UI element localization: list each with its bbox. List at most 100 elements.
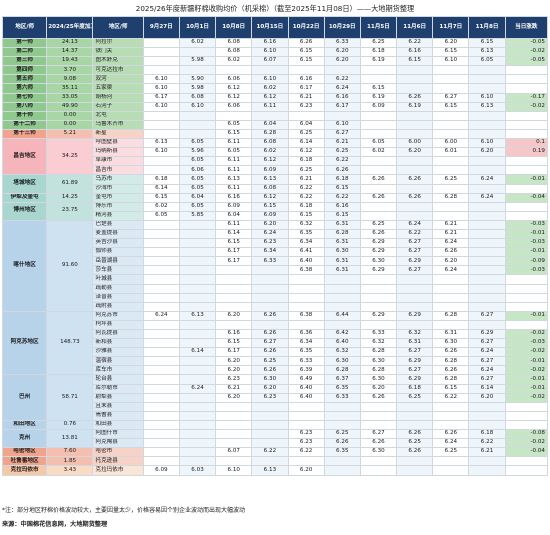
header-row: 地区/师 2024/25年度加工量（万吨） 地区/师 9月27日 10月1日 1… [1,16,549,39]
price-cell: 6.24 [251,228,289,240]
price-cell: 6.20 [359,383,398,394]
price-cell: 6.16 [396,47,434,58]
change-cell [504,128,549,140]
capacity-cell: 14.37 [46,47,94,58]
price-cell [178,401,217,412]
price-cell [178,110,217,121]
capacity-cell: 5.21 [46,128,94,140]
region-cell: 哈密地区 [1,447,48,458]
price-cell [468,74,506,85]
price-cell: 6.12 [287,147,325,158]
price-cell: 6.28 [432,310,470,321]
change-cell: -0.04 [504,447,549,458]
price-cell: 6.05 [178,174,217,185]
price-cell [251,456,289,467]
price-cell [432,83,470,94]
change-cell: -0.02 [504,328,549,340]
price-cell: 6.27 [359,429,398,440]
price-cell [287,283,325,294]
price-cell [142,374,180,385]
table-row: 阿瓦提县 6.16 6.26 6.36 6.42 6.33 6.32 6.31 6.29 -0.0… [3,328,549,340]
price-cell: 6.17 [215,256,253,267]
price-cell [142,401,180,412]
price-cell: 6.30 [359,374,398,385]
county-cell: 新和县 [92,338,144,349]
price-cell: 6.22 [396,37,434,49]
change-cell: -0.02 [504,392,549,403]
table-row: 且末县 [3,401,549,412]
county-cell: 泽普县 [92,292,144,303]
price-cell: 6.05 [359,138,398,149]
change-cell [504,65,549,76]
price-cell: 6.35 [323,447,361,458]
price-cell [178,410,217,421]
county-cell: 北屯 [92,110,144,121]
price-cell: 6.24 [323,83,361,94]
table-row: 第十三师 5.21 新星 6.15 6.28 6.25 6.27 [1,128,549,140]
price-cell: 6.38 [287,310,325,321]
price-cell [432,128,470,140]
price-cell: 6.25 [323,429,361,440]
price-cell: 6.26 [323,165,361,176]
header-date: 10月15日 [251,16,289,39]
price-cell [178,392,217,403]
price-cell: 6.10 [468,138,506,149]
price-cell: 6.05 [142,210,180,221]
price-cell: 6.12 [215,92,253,103]
price-cell: 6.33 [359,328,398,340]
price-cell: 6.24 [468,192,506,203]
table-row: 泽普县 [3,292,549,303]
price-cell: 6.26 [359,228,398,240]
price-cell: 6.20 [468,392,506,403]
price-cell [468,292,506,303]
price-cell [178,65,217,76]
price-cell: 6.29 [468,328,506,340]
price-cell [396,292,434,303]
price-cell [468,110,506,121]
price-cell [142,292,180,303]
price-cell: 6.20 [432,256,470,267]
county-cell: 尉犁县 [92,392,144,403]
table-row: 伽师县 6.17 6.34 6.41 6.30 6.29 6.27 6.26 -0.01 [3,247,549,258]
price-cell: 6.22 [287,447,325,458]
price-cell: 6.26 [251,310,289,321]
county-cell: 巴楚县 [92,219,144,230]
price-cell [432,274,470,285]
capacity-cell: 0.00 [46,110,94,121]
county-cell: 玛纳斯县 [92,147,144,158]
price-cell [287,292,325,303]
price-cell: 6.25 [432,174,470,185]
price-cell: 6.29 [359,247,398,258]
price-cell: 6.10 [432,56,470,67]
price-cell [432,165,470,176]
price-cell: 6.10 [323,119,361,130]
region-cell: 第四师 [1,65,48,76]
header-date: 10月1日 [178,16,217,39]
price-cell: 6.25 [396,392,434,403]
price-cell: 6.40 [287,256,325,267]
price-cell [468,83,506,94]
price-cell: 6.15 [323,210,361,221]
capacity-cell: 34.25 [46,138,94,176]
price-cell: 6.32 [323,347,361,358]
price-cell [142,419,180,431]
price-cell: 6.10 [142,101,180,112]
header-date: 11月5日 [359,16,398,39]
price-cell [396,183,434,194]
county-cell: 克拉玛依市 [92,465,144,476]
price-cell: 6.32 [287,219,325,230]
price-cell: 6.05 [215,119,253,130]
region-cell: 第二师 [1,47,48,58]
region-cell: 第七师 [1,92,48,103]
table-row: 第二师 14.37 铁门关 6.08 6.10 6.15 6.20 6.18 6.16 6.15 6… [1,47,549,58]
price-cell [287,401,325,412]
price-cell [142,365,180,376]
price-cell: 6.24 [468,365,506,376]
county-cell: 温宿县 [92,356,144,367]
price-cell: 6.26 [396,174,434,185]
capacity-cell: 13.81 [46,429,94,449]
price-cell [359,283,398,294]
change-cell: -0.08 [504,429,549,440]
price-cell [142,65,180,76]
price-cell [178,419,217,431]
